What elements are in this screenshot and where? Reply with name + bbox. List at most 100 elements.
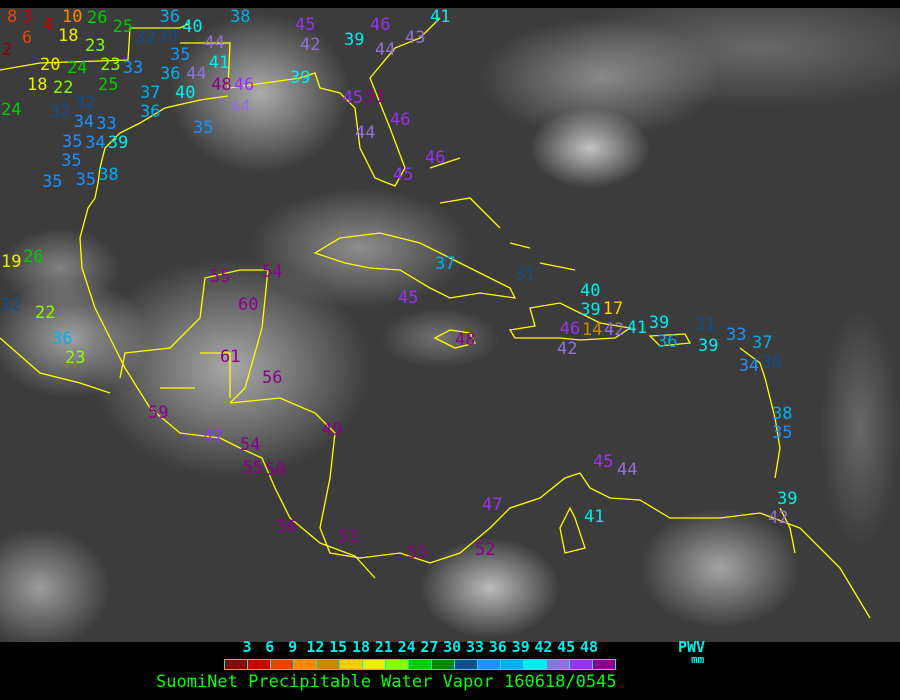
station-pwv-value: 4 — [43, 14, 54, 35]
station-pwv-value: 23 — [85, 35, 106, 56]
station-pwv-value: 18 — [27, 74, 48, 95]
coastlines — [0, 17, 871, 619]
hispaniola — [508, 302, 632, 341]
station-pwv-value: 43 — [405, 27, 426, 48]
station-pwv-value: 2 — [2, 39, 13, 60]
station-pwv-value: 35 — [62, 131, 83, 152]
station-pwv-value: 55 — [242, 457, 264, 478]
station-pwv-value: 48 — [455, 329, 476, 350]
central-america — [229, 397, 871, 619]
legend-tick: 30 — [443, 638, 462, 656]
station-pwv-value: 49 — [322, 419, 343, 440]
legend-swatch — [501, 660, 524, 669]
station-pwv-value: 23 — [65, 348, 86, 369]
color-legend: 3 6 9 12 15 18 21 24 27 30 33 36 39 42 45 48 PWV mm Suo… — [0, 638, 900, 700]
legend-swatch — [478, 660, 501, 669]
lesser-antilles — [739, 347, 796, 554]
station-pwv-value: 38 — [230, 8, 251, 27]
station-pwv-value: 42 — [768, 508, 789, 529]
satellite-image: 8 3 4 6 2 10 18 26 25 32 30 36 40 38 35 44 41 23 20 24 23 33 3… — [0, 8, 900, 642]
station-pwv-value: 46 — [233, 74, 255, 95]
station-pwv-value: 41 — [626, 318, 648, 339]
station-pwv-value: 42 — [300, 34, 321, 55]
legend-swatch — [432, 660, 455, 669]
legend-tick: 48 — [579, 638, 599, 656]
station-pwv-value: 55 — [210, 266, 231, 287]
station-pwv-value: 41 — [430, 8, 451, 27]
station-pwv-value: 25 — [112, 16, 134, 37]
station-pwv-value: 30 — [157, 26, 178, 47]
station-pwv-value: 35 — [170, 45, 191, 66]
station-pwv-value: 18 — [58, 26, 79, 47]
station-pwv-value: 41 — [584, 506, 605, 527]
station-pwv-value: 26 — [23, 246, 44, 267]
station-pwv-value: 45 — [593, 451, 614, 472]
station-pwv-value: 46 — [425, 147, 446, 168]
station-pwv-value: 48 — [211, 74, 232, 95]
station-pwv-value: 37 — [435, 253, 456, 274]
station-pwv-value: 39 — [777, 488, 798, 509]
station-pwv-value: 35 — [193, 117, 214, 138]
station-pwv-value: 26 — [87, 8, 108, 28]
legend-tick: 42 — [534, 638, 553, 656]
station-pwv-value: 41 — [208, 52, 230, 73]
station-pwv-value: 40 — [182, 16, 203, 37]
legend-swatch — [570, 660, 593, 669]
legend-tick: 15 — [329, 638, 348, 656]
legend-color-bar — [224, 659, 616, 670]
station-pwv-value: 8 — [7, 8, 18, 27]
station-pwv-value: 54 — [240, 434, 261, 455]
legend-swatch — [317, 660, 340, 669]
legend-tick: 33 — [465, 638, 485, 656]
station-pwv-value: 31 — [695, 314, 716, 335]
station-pwv-value: 10 — [62, 8, 83, 27]
station-pwv-value: 39 — [580, 299, 601, 320]
puerto-rico — [648, 333, 692, 347]
station-pwv-value: 35 — [75, 170, 97, 191]
station-pwv-value: 32 — [50, 101, 71, 122]
station-pwv-value: 46 — [559, 319, 581, 340]
station-pwv-value: 23 — [100, 55, 121, 76]
station-pwv-value: 36 — [657, 332, 678, 353]
station-pwv-value: 24 — [67, 58, 88, 79]
station-pwv-value: 39 — [698, 335, 719, 356]
station-pwv-value: 45 — [295, 14, 316, 35]
legend-swatch — [248, 660, 271, 669]
station-pwv-value: 44 — [230, 96, 251, 117]
station-pwv-value: 47 — [203, 426, 224, 447]
station-pwv-value: 25 — [98, 74, 119, 95]
station-pwv-value: 22 — [35, 302, 56, 323]
station-pwv-value: 50 — [265, 459, 286, 480]
legend-tick: 6 — [265, 638, 275, 656]
station-pwv-value: 42 — [604, 319, 625, 340]
station-pwv-value: 61 — [220, 346, 241, 367]
station-pwv-value: 14 — [581, 319, 603, 340]
legend-tick: 9 — [288, 638, 298, 656]
station-pwv-value: 39 — [290, 67, 311, 88]
station-pwv-value: 22 — [53, 77, 74, 98]
legend-swatch — [455, 660, 478, 669]
bahamas — [429, 157, 576, 271]
legend-tick: 18 — [351, 638, 371, 656]
station-pwv-value: 35 — [61, 151, 82, 172]
station-pwv-value: 17 — [602, 298, 624, 319]
station-pwv-value: 33 — [122, 57, 144, 78]
legend-tick: 3 — [242, 638, 252, 656]
legend-tick: 24 — [397, 638, 416, 656]
station-pwv-value: 44 — [375, 39, 396, 60]
legend-swatch — [271, 660, 294, 669]
legend-tick: 45 — [557, 638, 576, 656]
station-pwv-value: 44 — [355, 122, 376, 143]
station-pwv-value: 20 — [40, 54, 61, 75]
legend-swatch — [386, 660, 409, 669]
station-pwv-value: 38 — [98, 164, 119, 185]
station-pwv-value: 55 — [407, 542, 428, 563]
station-pwv-value: 35 — [772, 423, 793, 444]
station-pwv-value: 56 — [262, 367, 283, 388]
station-pwv-value: 31 — [515, 264, 536, 285]
station-pwv-value: 37 — [140, 83, 161, 104]
legend-unit: mm — [691, 653, 705, 666]
yucatan-coast — [119, 269, 269, 404]
texas-mexico-coast — [0, 95, 376, 579]
